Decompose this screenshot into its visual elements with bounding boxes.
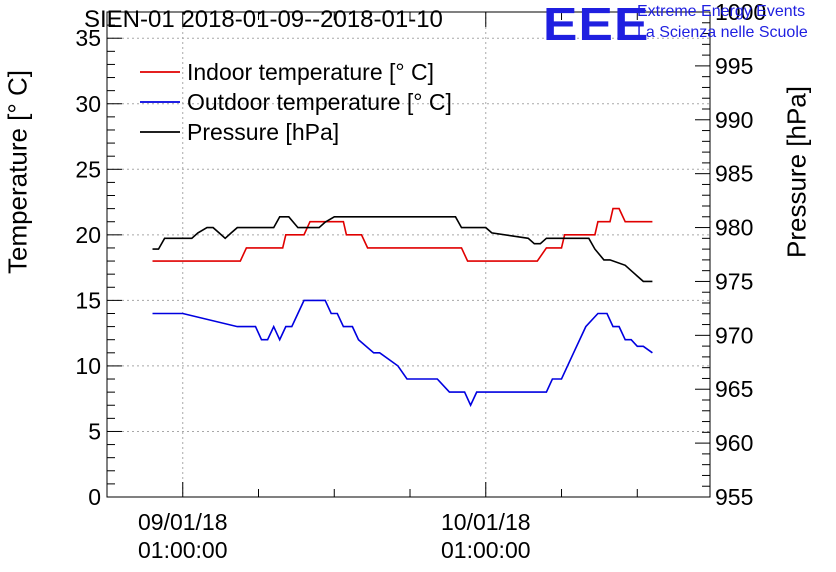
left-tick-label: 0 <box>88 484 101 510</box>
right-tick-label: 985 <box>715 161 753 187</box>
plot-frame <box>106 11 711 498</box>
right-tick-label: 990 <box>715 107 753 133</box>
left-tick-label: 20 <box>75 222 101 248</box>
x-tick-time-label: 01:00:00 <box>138 537 228 563</box>
right-tick-label: 970 <box>715 322 753 348</box>
chart-title: SIEN-01 2018-01-09--2018-01-10 <box>84 6 443 33</box>
left-axis: 0 5 10 15 20 25 30 35 <box>75 11 122 510</box>
right-tick-label: 955 <box>715 484 753 510</box>
series-lines <box>152 207 653 408</box>
right-axis: 955 960 965 970 975 980 985 990 995 1000 <box>695 0 766 510</box>
left-tick-label: 30 <box>75 91 101 117</box>
left-tick-label: 15 <box>75 287 101 313</box>
left-tick-label: 35 <box>75 25 101 51</box>
x-tick-date-label: 09/01/18 <box>138 509 228 535</box>
legend-label-1: Indoor temperature [° C] <box>187 59 434 85</box>
eee-logo: EEE <box>543 0 650 50</box>
right-tick-label: 1000 <box>715 0 766 25</box>
series-line-2 <box>152 299 653 408</box>
right-tick-label: 965 <box>715 376 753 402</box>
series-line-1 <box>152 207 653 262</box>
x-tick-time-label: 01:00:00 <box>441 537 531 563</box>
left-tick-label: 25 <box>75 156 101 182</box>
eee-tagline-2: La Scienza nelle Scuole <box>637 24 808 41</box>
eee-tagline-1: Extreme Energy Events <box>637 3 806 20</box>
grid-lines <box>107 12 710 497</box>
x-tick-date-label: 10/01/18 <box>441 509 531 535</box>
series-line-3 <box>152 216 653 283</box>
left-tick-label: 5 <box>88 418 101 444</box>
right-tick-label: 960 <box>715 430 753 456</box>
legend-label-3: Pressure [hPa] <box>187 119 339 145</box>
right-tick-label: 980 <box>715 215 753 241</box>
right-tick-label: 975 <box>715 268 753 294</box>
right-tick-label: 995 <box>715 53 753 79</box>
left-tick-label: 10 <box>75 353 101 379</box>
y-axis-right-label: Pressure [hPa] <box>781 86 812 258</box>
y-axis-left-label: Temperature [° C] <box>2 69 33 275</box>
legend-label-2: Outdoor temperature [° C] <box>187 89 452 115</box>
legend: Indoor temperature [° C] Outdoor temperat… <box>140 59 452 145</box>
